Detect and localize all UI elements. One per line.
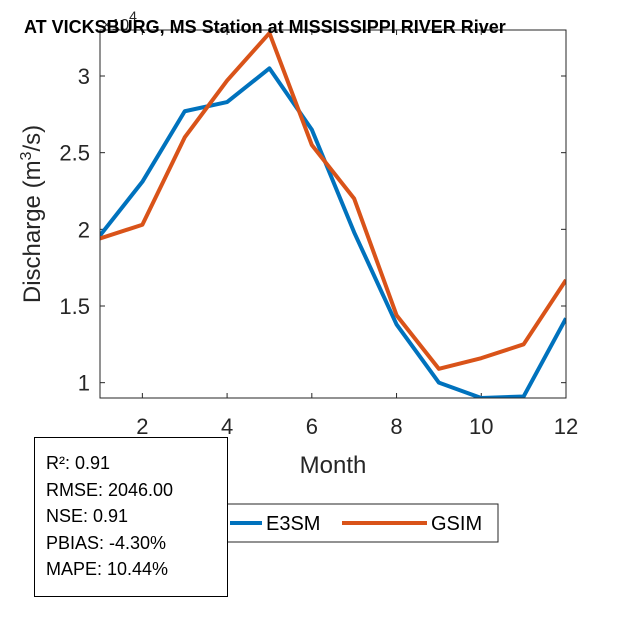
stat-r2: R²: 0.91 bbox=[46, 453, 111, 473]
x-axis-label: Month bbox=[300, 452, 367, 479]
y-exponent-power: 4 bbox=[129, 8, 137, 24]
x-tick-label: 8 bbox=[390, 414, 402, 439]
y-tick-label: 2 bbox=[78, 217, 90, 242]
stat-mape: MAPE: 10.44% bbox=[46, 559, 169, 579]
series-lines bbox=[99, 31, 567, 399]
x-tick-label: 6 bbox=[306, 414, 318, 439]
legend-label-e3sm: E3SM bbox=[266, 513, 320, 535]
x-tick-label: 2 bbox=[136, 414, 148, 439]
y-axis-label-suffix: /s) bbox=[19, 125, 46, 152]
x-tick-label: 4 bbox=[221, 414, 233, 439]
series-line-gsim bbox=[100, 31, 566, 371]
y-exponent-base: ×10 bbox=[102, 17, 129, 34]
x-tick-label: 10 bbox=[469, 414, 493, 439]
axes-box bbox=[99, 29, 567, 399]
series-line-e3sm bbox=[100, 66, 566, 398]
stats-box: R²: 0.91 RMSE: 2046.00 NSE: 0.91 PBIAS: … bbox=[34, 437, 228, 597]
y-axis-label-sup: 3 bbox=[18, 151, 35, 160]
y-tick-label: 2.5 bbox=[59, 141, 90, 166]
stat-nse: NSE: 0.91 bbox=[46, 506, 129, 526]
y-tick-label: 1.5 bbox=[59, 294, 90, 319]
stat-pbias: PBIAS: -4.30% bbox=[46, 532, 167, 553]
stat-rmse: RMSE: 2046.00 bbox=[46, 479, 174, 500]
tick-labels: 2 4 6 8 10 12 1 1.5 2 2.5 3 bbox=[59, 30, 578, 439]
y-axis-label-prefix: Discharge (m bbox=[19, 160, 46, 303]
legend: E3SM GSIM bbox=[221, 503, 499, 543]
chart-title: AT VICKSBURG, MS Station at MISSISSIPPI … bbox=[24, 17, 506, 37]
y-exponent: ×104 bbox=[102, 8, 137, 34]
y-tick-label: 1 bbox=[78, 371, 90, 396]
legend-label-gsim: GSIM bbox=[431, 513, 482, 535]
y-axis-label: Discharge (m3/s) bbox=[18, 125, 46, 303]
y-tick-label: 3 bbox=[78, 64, 90, 89]
x-tick-label: 12 bbox=[554, 414, 578, 439]
